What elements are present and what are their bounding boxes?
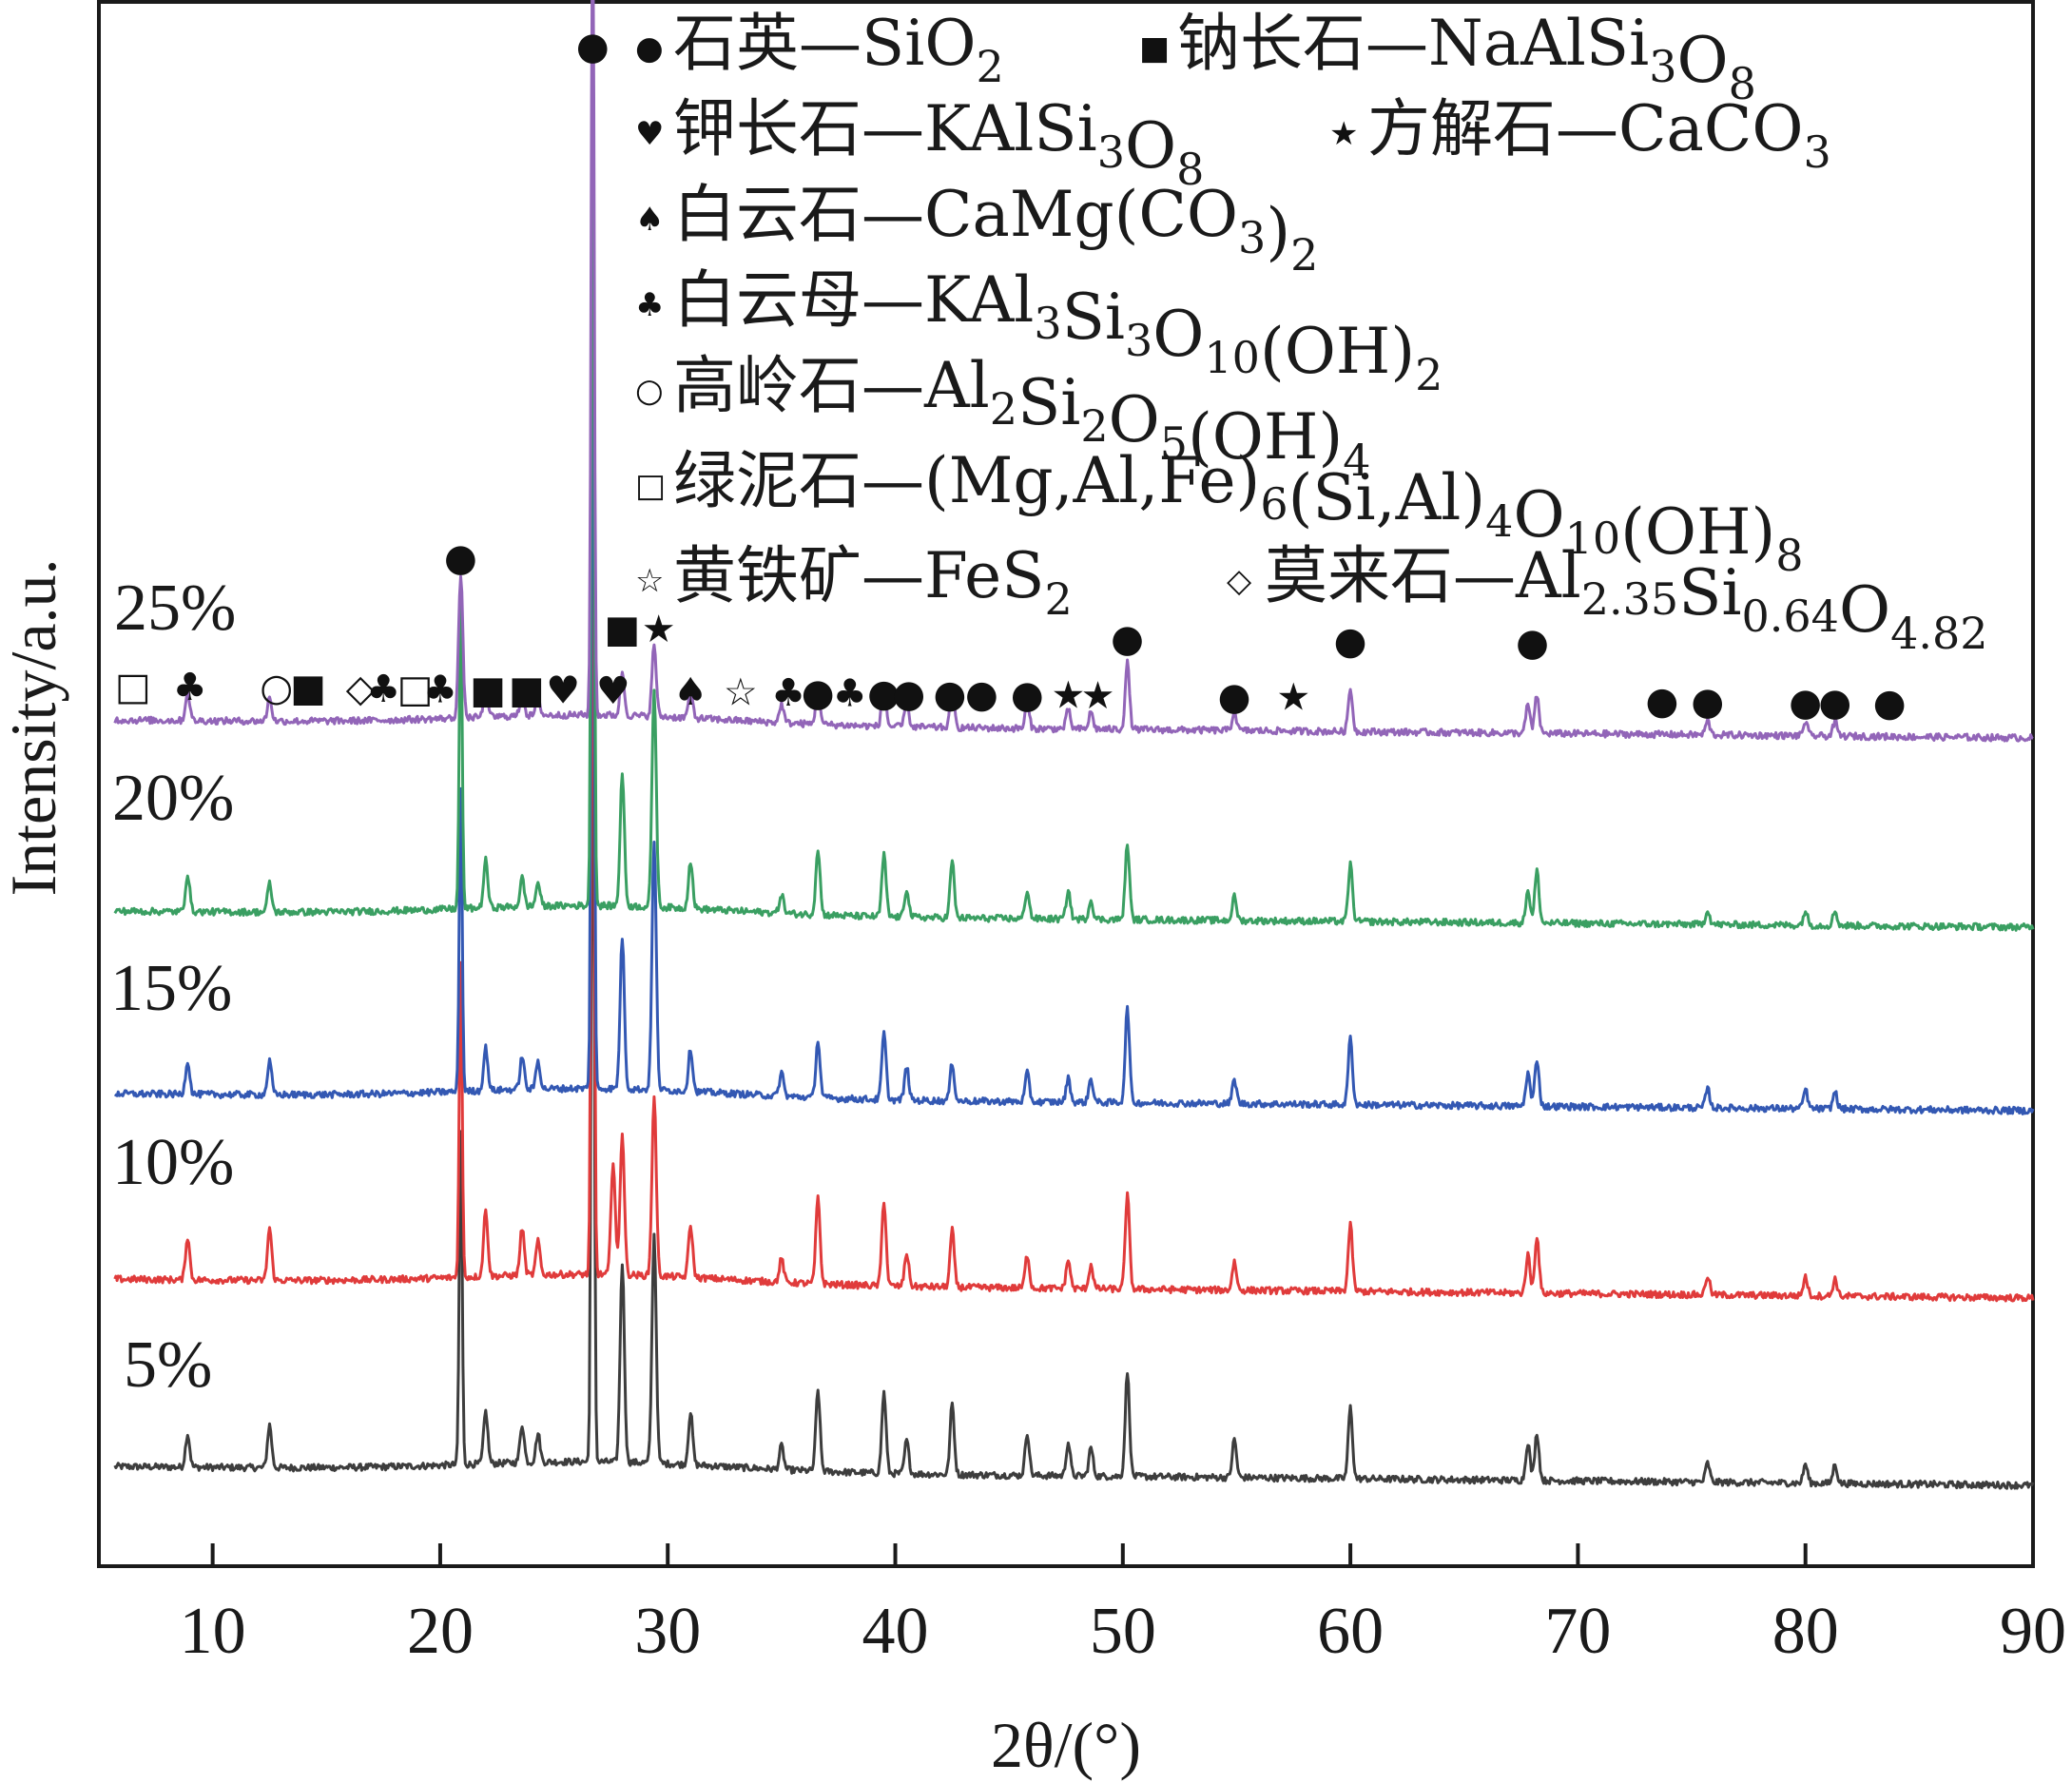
x-tick-label: 20 [407,1595,474,1668]
phase-marker: ● [1818,681,1851,725]
legend-entry: 钾长石—KAlSi3O8 [673,92,1204,195]
phase-marker: □ [397,668,434,711]
legend-entry: 石英—SiO2 [673,7,1004,92]
legend-entry: 黄铁矿—FeS2 [673,539,1073,625]
x-tick-label: 50 [1090,1595,1156,1668]
trace-15pct [113,252,2035,1115]
phase-marker: ● [1691,680,1724,724]
legend-symbol: ◇ [1227,562,1252,600]
phase-marker: ★ [1051,674,1085,718]
series-label: 5% [124,1328,212,1402]
phase-marker: ● [1516,621,1549,665]
legend: ● 石英—SiO2 ■ 钠长石—NaAlSi3O8♥ 钾长石—KAlSi3O8★ 方解石—… [635,7,1987,659]
phase-marker: ● [1334,619,1367,663]
phase-marker: ♣ [771,671,805,715]
legend-symbol: ♠ [635,201,664,239]
phase-marker: ● [1011,673,1044,717]
legend-symbol: ■ [1139,29,1170,68]
phase-marker: ○ [260,667,293,710]
y-axis-title: Intensity/a.u. [0,558,69,896]
x-axis-title: 2θ/(°) [991,1709,1141,1781]
legend-symbol: ☆ [635,562,664,600]
phase-marker: ● [867,672,900,716]
legend-entry: 钠长石—NaAlSi3O8 [1177,7,1756,109]
legend-symbol: ♣ [635,286,664,324]
legend-entry: 绿泥石—(Mg,Al,Fe)6(Si,Al)4O10(OH)8 [673,444,1804,581]
series-label: 20% [112,762,234,835]
trace-5pct [113,621,2035,1490]
phase-marker: ● [444,536,477,580]
series-label: 25% [114,572,236,645]
phase-marker: ● [1218,675,1251,719]
legend-entry: 莫来石—Al2.35Si0.64O4.82 [1265,539,1987,659]
legend-entry: 白云石—CaMg(CO3)2 [673,178,1318,281]
phase-marker: ● [576,25,610,68]
x-tick-label: 60 [1317,1595,1384,1668]
phase-markers: □ ♣ ○■ ◇♣□♣●■ ■ ♥●♥■ ★♠ ☆ ♣●♣ ●● ●● ● ★★●● ★● ●● ● ●● ● [115,25,1907,726]
phase-marker: ◇ [346,668,376,711]
trace-25pct [113,0,2034,743]
x-tick-label: 10 [180,1595,246,1668]
phase-marker: ● [965,673,998,717]
phase-marker: □ [115,665,151,708]
legend-entry: 白云母—KAl3Si3O10(OH)2 [673,263,1443,400]
legend-entry: 高岭石—Al2Si2O5(OH)4 [673,349,1371,486]
phase-marker: ♣ [173,666,207,709]
phase-marker: ♥ [596,669,630,713]
legend-symbol: ★ [1329,115,1358,153]
x-tick-label: 90 [2000,1595,2066,1668]
phase-marker: ★ [1276,676,1310,720]
phase-marker: ★ [642,608,676,651]
phase-marker: ☆ [724,670,758,714]
trace-10pct [113,434,2035,1303]
phase-marker: ■ [470,669,506,712]
x-tick-label: 70 [1544,1595,1611,1668]
xrd-traces [113,0,2035,1490]
legend-symbol: ● [635,29,664,68]
phase-marker: ● [1873,682,1907,726]
phase-marker: ■ [290,667,326,710]
series-label: 10% [112,1126,234,1199]
phase-marker: ■ [509,669,545,712]
series-label: 15% [110,952,232,1025]
legend-symbol: □ [635,467,666,505]
phase-marker: ● [1645,679,1678,723]
series-labels: 5% 10% 15% 20% 25% [110,572,236,1402]
x-tick-label: 40 [862,1595,929,1668]
phase-marker: ♠ [673,670,707,714]
phase-marker: ♣ [423,668,457,711]
phase-marker: ● [934,672,967,716]
plot-frame [97,0,2035,1568]
phase-marker: ● [1111,617,1144,661]
x-tick-label: 30 [634,1595,701,1668]
phase-marker: ♥ [546,669,580,713]
legend-entry: 方解石—CaCO3 [1367,92,1831,178]
phase-marker: ★ [1081,674,1115,718]
phase-marker: ♣ [833,671,867,715]
phase-marker: ■ [604,608,640,651]
legend-symbol: ○ [635,372,664,410]
phase-marker: ♣ [366,668,400,711]
trace-20pct [113,70,2035,932]
legend-symbol: ♥ [635,115,664,153]
phase-marker: ● [1789,681,1822,725]
phase-marker: ● [892,672,925,716]
x-tick-label: 80 [1772,1595,1839,1668]
x-axis-ticks: 10 20 30 40 50 60 70 80 90 [180,1543,2066,1668]
phase-marker: ● [802,671,835,715]
